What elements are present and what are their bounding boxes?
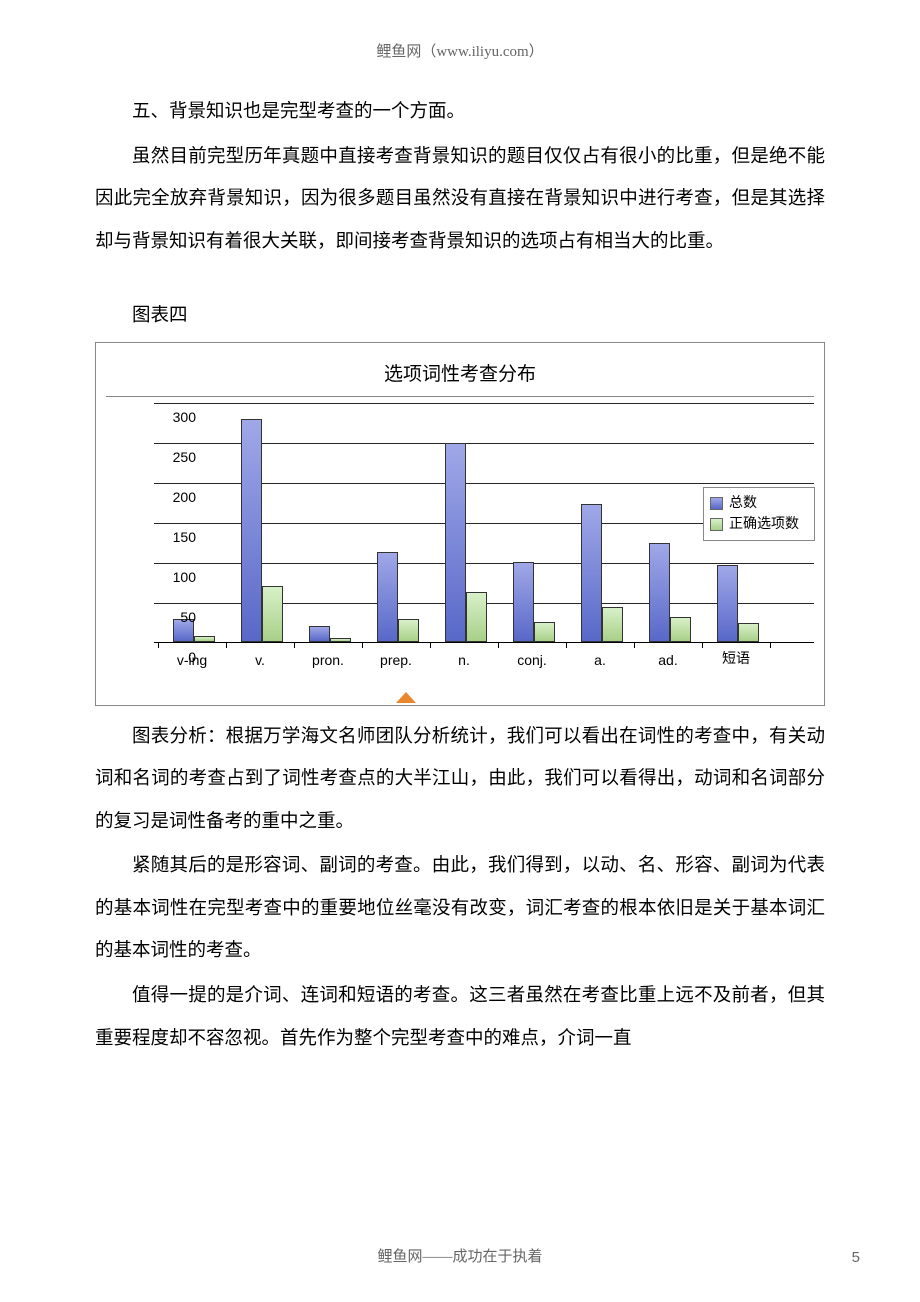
bar-correct: [466, 592, 487, 642]
bar-total: [581, 504, 602, 642]
legend-label-total: 总数: [729, 493, 757, 514]
page-header: 鲤鱼网（www.iliyu.com）: [95, 40, 825, 61]
bar-correct: [670, 617, 691, 642]
bar-total: [309, 626, 330, 642]
legend-swatch-total: [710, 497, 723, 510]
paragraph-1: 五、背景知识也是完型考查的一个方面。: [95, 91, 825, 134]
y-tick-label: 300: [173, 410, 196, 424]
x-category-label: prep.: [362, 652, 430, 668]
bar-total: [445, 443, 466, 641]
x-category-label: n.: [430, 652, 498, 668]
bar-correct: [330, 638, 351, 642]
x-category-label: pron.: [294, 652, 362, 668]
bar-group: a.: [566, 402, 634, 642]
y-tick-label: 0: [188, 650, 196, 664]
bar-group: v-ing: [158, 402, 226, 642]
chart-container: 选项词性考查分布 v-ingv.pron.prep.n.conj.a.ad.短语…: [95, 342, 825, 706]
bar-group: pron.: [294, 402, 362, 642]
legend-swatch-correct: [710, 518, 723, 531]
paragraph-2: 虽然目前完型历年真题中直接考查背景知识的题目仅仅占有很小的比重，但是绝不能因此完…: [95, 136, 825, 264]
chart-title-bar: 选项词性考查分布: [106, 351, 814, 397]
bar-correct: [262, 586, 283, 642]
bar-group: n.: [430, 402, 498, 642]
chart-body: v-ingv.pron.prep.n.conj.a.ad.短语 总数 正确选项数…: [106, 403, 814, 693]
y-tick-label: 50: [180, 610, 196, 624]
y-tick-label: 250: [173, 450, 196, 464]
paragraph-5: 值得一提的是介词、连词和短语的考查。这三者虽然在考查比重上远不及前者，但其重要程…: [95, 975, 825, 1060]
bar-correct: [602, 607, 623, 641]
page-footer: 鲤鱼网——成功在于执着: [0, 1245, 920, 1266]
bar-group: prep.: [362, 402, 430, 642]
bar-correct: [194, 636, 215, 642]
bar-correct: [398, 619, 419, 641]
bar-group: v.: [226, 402, 294, 642]
y-tick-label: 200: [173, 490, 196, 504]
bar-correct: [534, 622, 555, 642]
page-number: 5: [852, 1249, 860, 1266]
bar-total: [241, 419, 262, 641]
paragraph-4: 紧随其后的是形容词、副词的考查。由此，我们得到，以动、名、形容、副词为代表的基本…: [95, 845, 825, 973]
bar-total: [649, 543, 670, 642]
chart-title: 选项词性考查分布: [384, 364, 536, 385]
worksheet-tab-marker-icon: [396, 692, 416, 703]
x-category-label: conj.: [498, 652, 566, 668]
x-category-label: ad.: [634, 652, 702, 668]
bar-group: ad.: [634, 402, 702, 642]
bar-total: [717, 565, 738, 642]
x-category-label: 短语: [702, 648, 770, 668]
legend-label-correct: 正确选项数: [729, 514, 799, 535]
y-tick-label: 100: [173, 570, 196, 584]
y-tick-label: 150: [173, 530, 196, 544]
bar-group: conj.: [498, 402, 566, 642]
chart-caption: 图表四: [95, 295, 825, 338]
x-category-label: v.: [226, 652, 294, 668]
x-category-label: a.: [566, 652, 634, 668]
bar-total: [513, 562, 534, 642]
chart-legend: 总数 正确选项数: [703, 487, 815, 541]
bar-total: [377, 552, 398, 642]
paragraph-3: 图表分析：根据万学海文名师团队分析统计，我们可以看出在词性的考查中，有关动词和名…: [95, 716, 825, 844]
bar-correct: [738, 623, 759, 642]
legend-row-correct: 正确选项数: [710, 514, 808, 535]
legend-row-total: 总数: [710, 493, 808, 514]
